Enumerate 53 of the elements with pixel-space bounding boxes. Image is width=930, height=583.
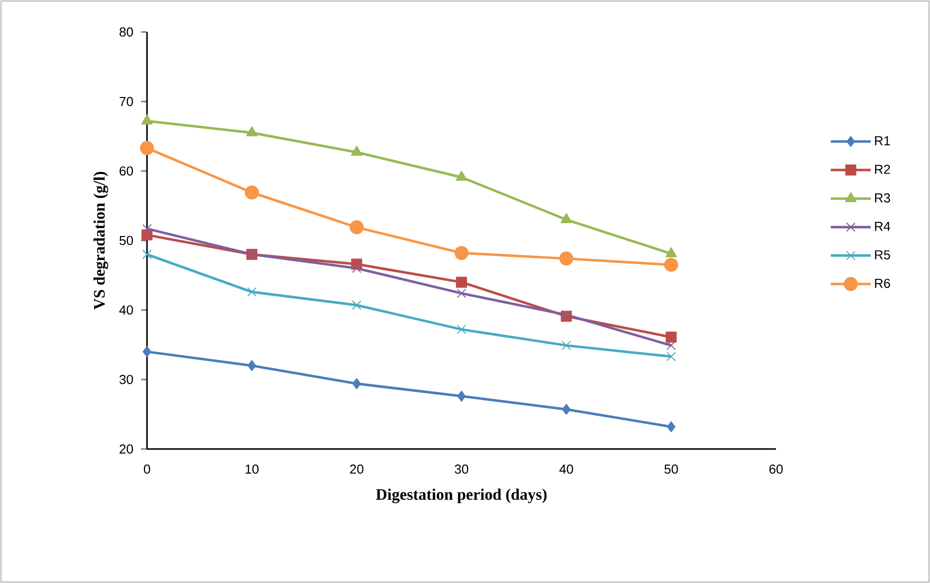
x-tick-label: 30 [454,464,468,474]
legend-label: R4 [875,222,890,231]
y-tick-label: 80 [120,27,133,37]
point [562,404,571,415]
point [664,258,678,272]
point [142,229,153,240]
point [140,141,154,156]
y-tick-label: 30 [120,374,133,384]
point [560,213,572,224]
point [350,220,364,234]
point [142,224,152,234]
point [666,340,676,350]
point [141,114,153,124]
point [666,352,676,362]
legend-label: R5 [875,250,890,260]
point [142,346,152,358]
legend-label: R6 [875,278,890,288]
point [248,360,256,372]
point [559,252,574,266]
x-tick-label: 0 [144,464,150,474]
point [246,126,258,136]
x-tick-label: 10 [246,464,259,474]
point [142,250,152,260]
x-axis-title: Digestation period (days) [376,488,547,504]
point [247,287,257,297]
point [352,300,362,310]
point [454,246,468,260]
y-axis-title: VS degradation (g/l) [94,172,108,310]
legend-label: R3 [875,193,890,202]
point [456,324,466,334]
x-tick-label: 20 [350,464,364,474]
y-tick-label: 40 [119,305,133,315]
legend-label: R1 [875,136,890,146]
y-tick-label: 20 [120,444,133,454]
x-tick-label: 50 [664,464,678,474]
point [666,421,676,432]
y-tick-label: 60 [120,166,133,176]
point [456,276,467,288]
point [456,170,468,181]
point [352,378,361,390]
point [350,146,362,156]
x-tick-label: 60 [769,464,783,474]
point [665,247,677,258]
legend-label: R2 [875,164,890,174]
point [666,332,677,343]
y-tick-label: 70 [120,96,133,106]
y-tick-label: 50 [120,236,133,246]
point [562,340,572,350]
point [457,390,466,402]
point [244,186,259,200]
x-tick-label: 40 [559,464,574,474]
point [456,288,466,298]
point [352,264,362,274]
